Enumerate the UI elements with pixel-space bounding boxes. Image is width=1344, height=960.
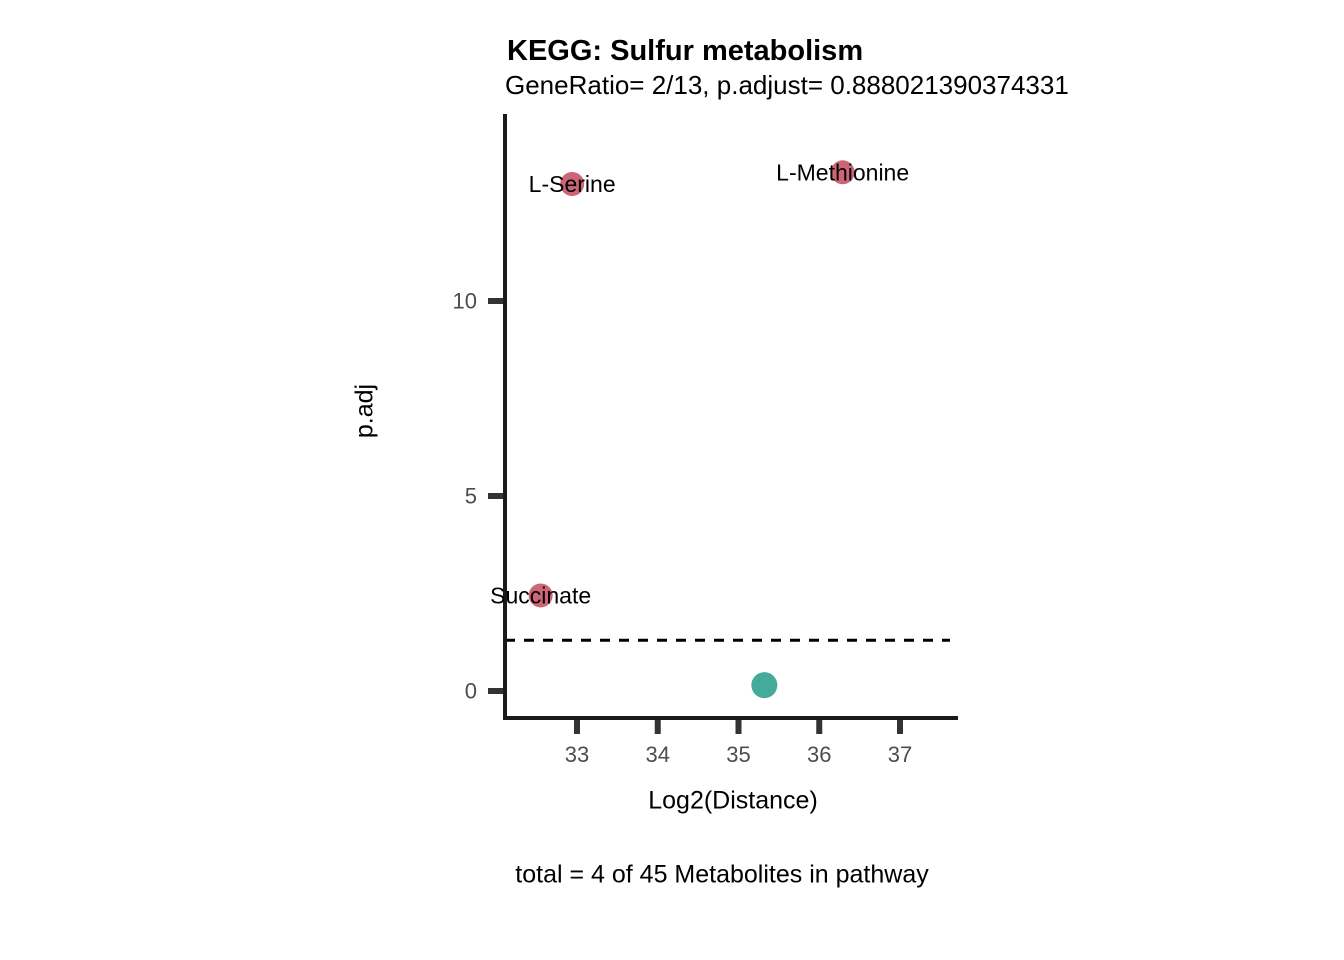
x-tick-label-33: 33 [565,742,589,767]
chart-title: KEGG: Sulfur metabolism [507,35,864,67]
x-tick-label-37: 37 [888,742,912,767]
x-tick-label-34: 34 [646,742,670,767]
data-point-l-methionine [830,160,855,185]
y-axis-label: p.adj [350,383,379,439]
data-point-l-serine [560,172,585,196]
point-label-succinate: Succinate [490,583,591,609]
data-point-succinate [528,583,553,608]
y-tick-label-10: 10 [453,289,477,314]
x-tick-label-36: 36 [807,742,831,767]
y-tick-label-5: 5 [465,484,477,509]
point-label-l-methionine: L-Methionine [776,159,909,185]
data-point-metabolite [751,672,778,699]
point-label-l-serine: L-Serine [529,171,616,197]
chart-caption: total = 4 of 45 Metabolites in pathway [515,860,929,889]
y-tick-label-0: 0 [465,679,477,704]
x-tick-label-35: 35 [726,742,750,767]
chart-subtitle: GeneRatio= 2/13, p.adjust= 0.88802139037… [505,70,1069,100]
x-axis-label: Log2(Distance) [648,786,818,815]
